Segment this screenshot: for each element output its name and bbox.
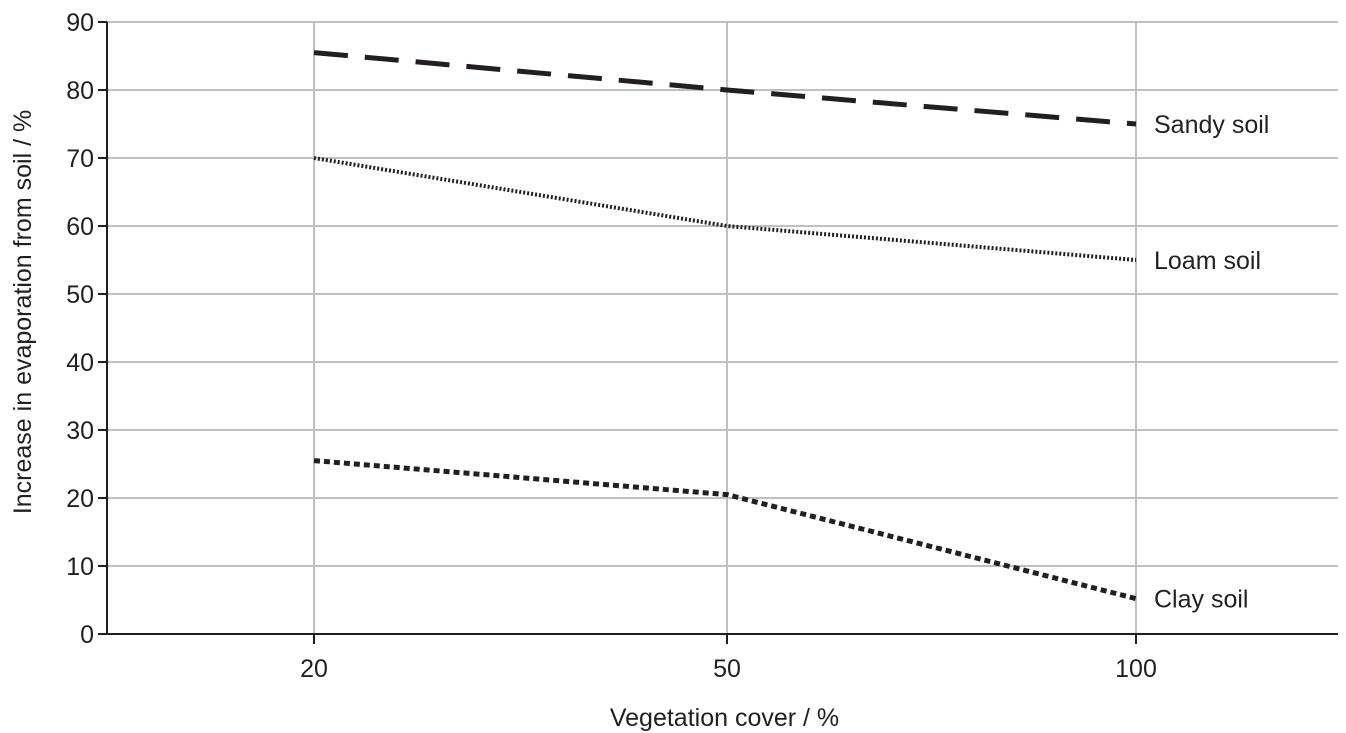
y-tick-label: 50	[66, 281, 94, 309]
y-tick-label: 30	[66, 417, 94, 445]
y-tick-label: 80	[66, 77, 94, 105]
x-tick-label: 50	[713, 655, 741, 683]
series-line-sandy-soil	[313, 50, 1137, 127]
series-line-loam-soil	[313, 156, 1137, 262]
series-line-clay-soil	[313, 458, 1137, 602]
data-series	[313, 50, 1137, 602]
y-tick-label: 10	[66, 553, 94, 581]
series-label: Loam soil	[1154, 247, 1261, 275]
x-tick-label: 100	[1115, 655, 1157, 683]
y-tick-label: 70	[66, 145, 94, 173]
y-tick-label: 0	[80, 621, 94, 649]
y-tick-label: 60	[66, 213, 94, 241]
labels: 0 10 20 30 40 50 60 70 80 90 20 50 100 Vegetation cov…	[9, 9, 1269, 732]
y-tick-label: 90	[66, 9, 94, 37]
x-tick-label: 20	[300, 655, 328, 683]
y-axis-title: Increase in evaporation from soil / %	[9, 110, 37, 514]
series-label: Sandy soil	[1154, 111, 1269, 139]
x-axis-title: Vegetation cover / %	[610, 704, 839, 732]
series-label: Clay soil	[1154, 586, 1248, 614]
y-tick-label: 20	[66, 485, 94, 513]
y-tick-label: 40	[66, 349, 94, 377]
axes	[98, 21, 1338, 644]
